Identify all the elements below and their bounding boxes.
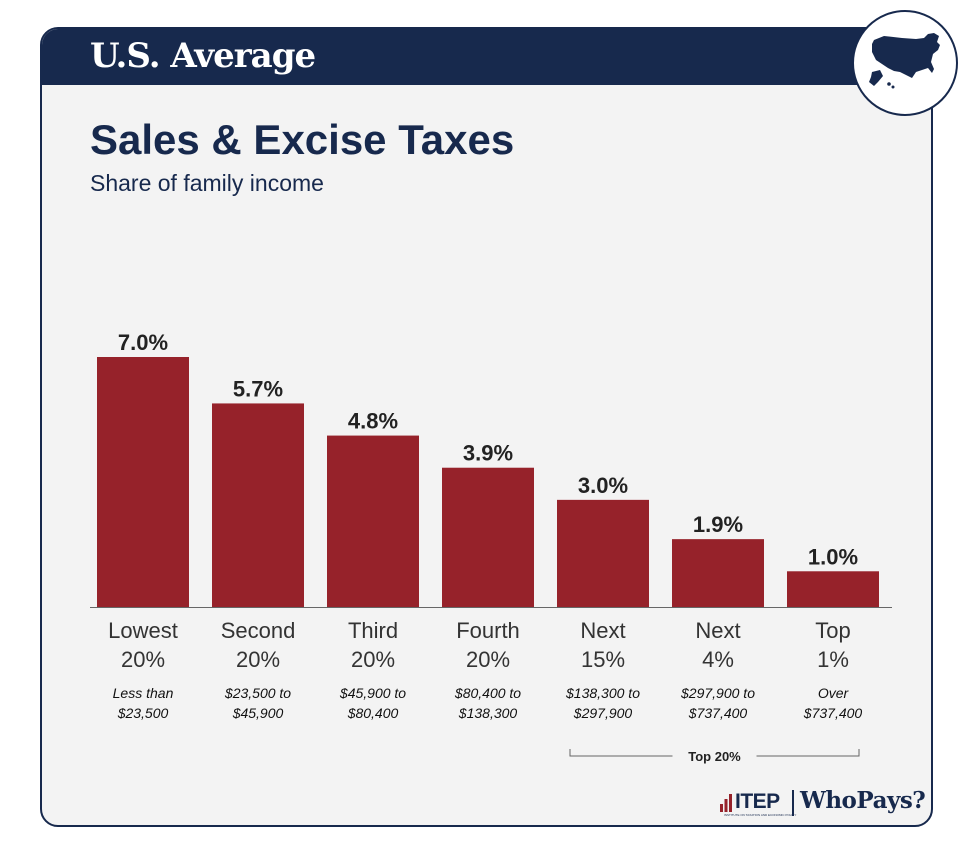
data-label-3: 3.9%	[463, 441, 513, 466]
category-label-1-1: 20%	[236, 647, 280, 672]
bar-5	[672, 539, 764, 607]
bar-1	[212, 403, 304, 607]
income-range-2-0: $45,900 to	[339, 685, 406, 701]
income-range-6-0: Over	[818, 685, 850, 701]
data-label-0: 7.0%	[118, 330, 168, 355]
category-label-0-0: Lowest	[108, 618, 178, 643]
bar-2	[327, 435, 419, 607]
category-label-0-1: 20%	[121, 647, 165, 672]
data-label-1: 5.7%	[233, 376, 283, 401]
income-range-3-0: $80,400 to	[454, 685, 521, 701]
header-title: U.S. Average	[90, 36, 316, 76]
category-label-2-0: Third	[348, 618, 398, 643]
bracket-left	[569, 749, 673, 757]
income-range-0-1: $23,500	[117, 705, 169, 721]
income-range-5-0: $297,900 to	[680, 685, 755, 701]
income-range-5-1: $737,400	[688, 705, 748, 721]
us-map-icon	[869, 33, 940, 89]
header-bar: U.S. Average	[42, 29, 931, 85]
bracket-label: Top 20%	[688, 749, 741, 764]
chart-title: Sales & Excise Taxes	[90, 116, 515, 163]
income-range-1-1: $45,900	[232, 705, 284, 721]
income-range-0-0: Less than	[113, 685, 174, 701]
category-label-6-1: 1%	[817, 647, 849, 672]
category-label-1-0: Second	[221, 618, 296, 643]
income-range-2-1: $80,400	[347, 705, 399, 721]
bar-3	[442, 467, 534, 607]
data-label-6: 1.0%	[808, 544, 858, 569]
category-label-2-1: 20%	[351, 647, 395, 672]
bar-0	[97, 357, 189, 607]
logo-divider	[792, 790, 794, 816]
itep-logo-subtitle: INSTITUTE ON TAXATION AND ECONOMIC POLIC…	[724, 813, 797, 817]
data-label-5: 1.9%	[693, 512, 743, 537]
income-range-4-0: $138,300 to	[565, 685, 640, 701]
itep-bars-icon	[720, 794, 732, 812]
income-range-1-0: $23,500 to	[224, 685, 291, 701]
category-label-4-1: 15%	[581, 647, 625, 672]
category-label-5-1: 4%	[702, 647, 734, 672]
data-label-2: 4.8%	[348, 409, 398, 434]
income-range-3-1: $138,300	[458, 705, 518, 721]
bracket-right	[756, 749, 860, 757]
itep-logo-text: ITEP	[735, 790, 780, 813]
income-range-6-1: $737,400	[803, 705, 863, 721]
bar-6	[787, 571, 879, 607]
category-label-3-0: Fourth	[456, 618, 520, 643]
whopays-logo-text: WhoPays?	[800, 787, 926, 814]
category-label-5-0: Next	[695, 618, 740, 643]
income-range-4-1: $297,900	[573, 705, 633, 721]
category-label-4-0: Next	[580, 618, 625, 643]
chart-subtitle: Share of family income	[90, 170, 324, 196]
data-label-4: 3.0%	[578, 473, 628, 498]
bar-4	[557, 499, 649, 607]
category-label-3-1: 20%	[466, 647, 510, 672]
us-map-badge	[852, 10, 958, 116]
category-label-6-0: Top	[815, 618, 850, 643]
